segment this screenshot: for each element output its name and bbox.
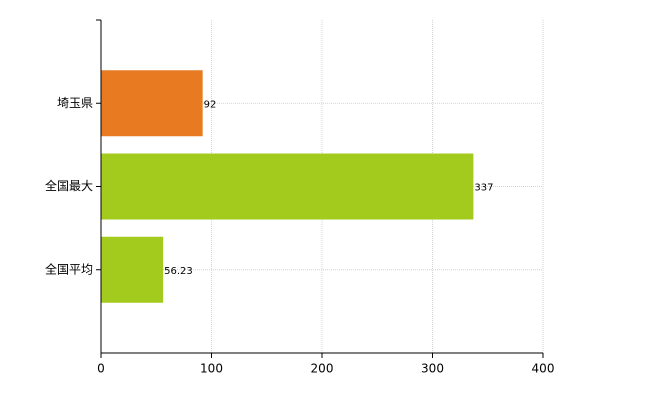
bar: [101, 70, 203, 137]
x-tick-label: 0: [97, 362, 105, 376]
x-tick-label: 300: [421, 362, 444, 376]
value-label: 92: [204, 99, 217, 110]
value-label: 56.23: [164, 266, 193, 277]
value-label: 337: [474, 183, 493, 194]
bar: [101, 153, 474, 220]
bar: [101, 236, 164, 303]
x-tick-label: 200: [311, 362, 334, 376]
y-tick-label: 埼玉県: [57, 96, 93, 110]
x-tick-label: 100: [200, 362, 223, 376]
y-tick-label: 全国最大: [45, 178, 93, 193]
y-tick-label: 全国平均: [45, 261, 93, 276]
x-tick-label: 400: [532, 362, 555, 376]
